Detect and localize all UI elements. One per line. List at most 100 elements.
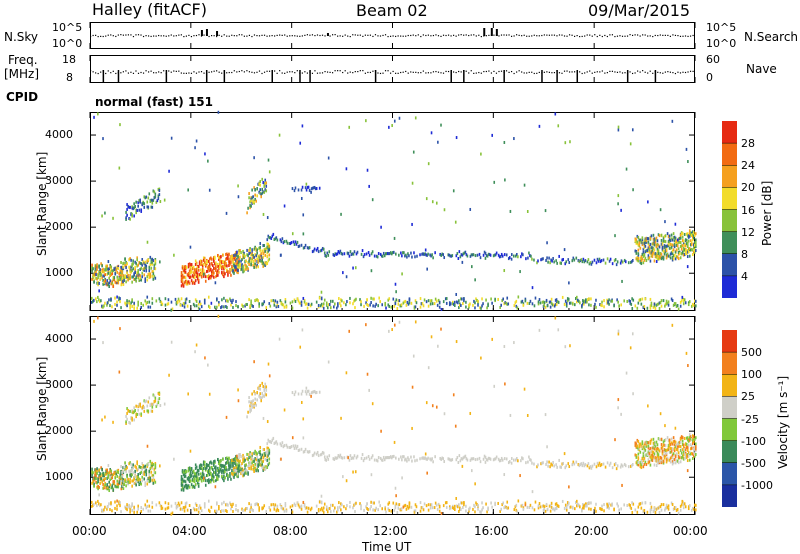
velocity-cell <box>372 501 374 505</box>
velocity-cell <box>302 417 305 421</box>
power-cell <box>650 254 653 258</box>
power-cell <box>664 234 667 238</box>
velocity-cell <box>204 356 206 360</box>
velocity-cell <box>431 404 434 408</box>
power-cell <box>549 305 552 309</box>
velocity-cell <box>227 458 229 462</box>
power-cell <box>644 297 647 301</box>
velocity-cell <box>313 451 316 455</box>
power-cell <box>664 244 667 248</box>
power-cell <box>142 268 145 272</box>
power-cell <box>116 303 118 307</box>
power-cell <box>656 239 659 243</box>
velocity-cell <box>293 502 296 506</box>
noise-trace-point <box>236 35 238 37</box>
velocity-cell <box>109 467 112 471</box>
power-cell <box>119 123 121 127</box>
velocity-cell <box>139 481 142 485</box>
power-cell <box>283 240 286 244</box>
freq-left-label: Freq. <box>8 53 38 67</box>
noise-trace-point <box>155 35 157 37</box>
velocity-cell <box>440 511 443 515</box>
velocity-cell <box>195 475 198 479</box>
noise-trace-point <box>105 35 107 37</box>
power-cell <box>664 250 667 254</box>
power-cell <box>307 185 310 189</box>
velocity-cell <box>652 509 655 513</box>
velocity-cell <box>236 466 238 470</box>
power-cell <box>230 255 232 259</box>
noise-trace-point <box>266 35 268 37</box>
velocity-cell <box>390 456 393 460</box>
velocity-cell <box>297 449 300 453</box>
power-cell <box>660 257 663 261</box>
power-cell <box>658 301 661 305</box>
velocity-cell <box>680 456 683 460</box>
velocity-cell <box>143 406 146 410</box>
power-cell <box>352 266 354 270</box>
power-cell <box>279 238 282 242</box>
velocity-cell <box>212 474 214 478</box>
power-cell <box>250 199 252 203</box>
velocity-cell <box>692 438 695 442</box>
power-cell <box>261 191 264 195</box>
power-cell <box>495 251 498 255</box>
velocity-cell <box>635 445 638 449</box>
power-cell <box>312 186 315 190</box>
velocity-cell <box>137 507 139 511</box>
power-cell <box>285 305 288 309</box>
velocity-cell <box>581 508 583 512</box>
velocity-cell <box>100 466 102 470</box>
velocity-cell <box>692 447 695 451</box>
power-cell <box>325 254 328 258</box>
velocity-cell <box>128 469 130 473</box>
velocity-cell <box>645 453 648 457</box>
power-cell <box>426 267 428 271</box>
power-cell <box>92 300 94 304</box>
velocity-cell <box>382 455 385 459</box>
velocity-cell <box>106 487 108 491</box>
velocity-cell <box>414 459 416 463</box>
power-cell <box>642 247 645 251</box>
power-cell <box>148 265 151 269</box>
velocity-cell <box>585 504 587 508</box>
power-cell <box>353 250 356 254</box>
velocity-cell <box>666 436 669 440</box>
power-cell <box>425 253 427 257</box>
power-cell <box>217 110 220 114</box>
power-cell <box>151 297 154 301</box>
velocity-cell <box>547 464 549 468</box>
velocity-cell <box>639 442 642 446</box>
power-cell <box>492 254 495 258</box>
velocity-cell <box>317 454 320 458</box>
velocity-cell <box>192 506 195 510</box>
power-cell <box>643 304 646 308</box>
power-cell <box>249 200 251 204</box>
velocity-cell <box>588 466 591 470</box>
power-cell <box>117 281 120 285</box>
velocity-cell <box>669 450 672 454</box>
velocity-cell <box>525 461 527 465</box>
power-cell <box>441 252 444 256</box>
power-cell <box>638 242 641 246</box>
power-cell <box>135 279 137 283</box>
velocity-cell <box>588 501 590 505</box>
power-cell <box>135 262 137 266</box>
power-cell <box>280 302 283 306</box>
velocity-cell <box>101 468 103 472</box>
noise-trace-point <box>248 34 251 37</box>
power-cell <box>637 248 640 252</box>
velocity-cell <box>103 474 105 478</box>
velocity-cell <box>210 505 213 509</box>
power-cell <box>252 259 254 263</box>
velocity-cell <box>564 503 567 507</box>
velocity-cell <box>235 463 237 467</box>
power-cell <box>320 290 323 294</box>
velocity-cell <box>440 327 442 331</box>
velocity-cell <box>621 483 623 487</box>
power-cell <box>652 233 655 237</box>
power-cell <box>187 274 190 278</box>
velocity-cell <box>368 388 370 392</box>
power-cell <box>370 252 373 256</box>
velocity-cell <box>127 477 129 481</box>
